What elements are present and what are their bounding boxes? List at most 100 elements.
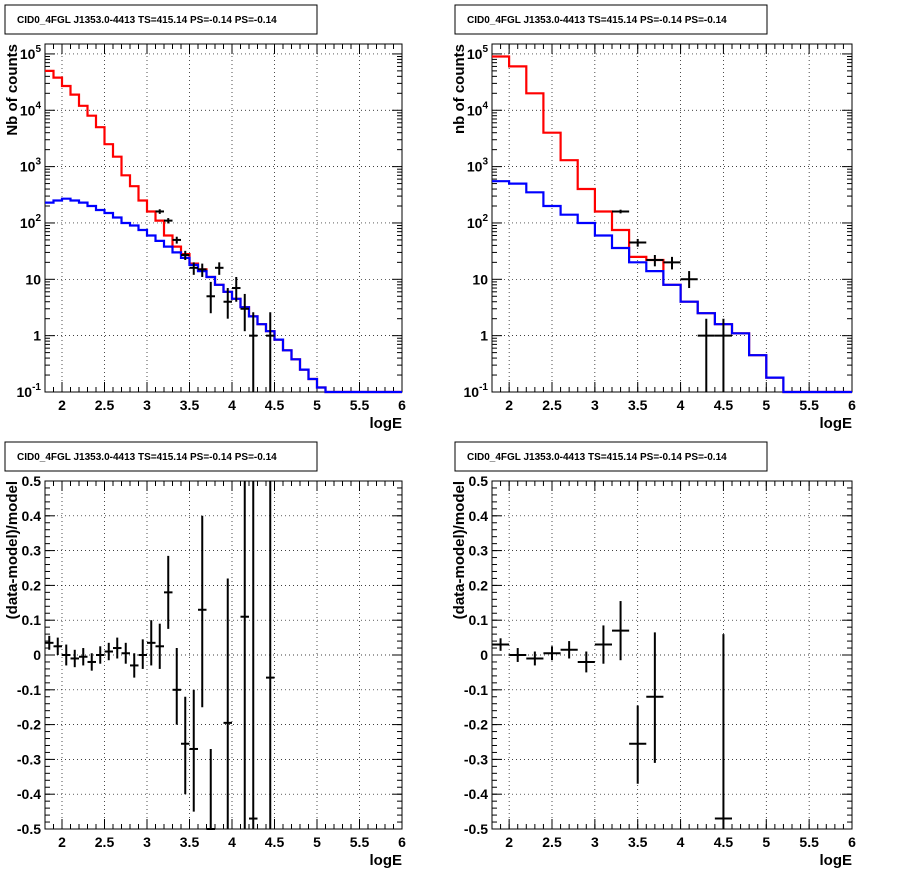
x-axis-label: logE	[820, 852, 853, 869]
data-point	[130, 653, 139, 678]
y-tick-label: -0.5	[17, 821, 41, 837]
x-tick-label: 2	[505, 397, 513, 413]
data-point	[266, 312, 275, 392]
data-point	[629, 705, 647, 784]
title-box	[454, 441, 768, 472]
y-axis-label: (data-model)/model	[4, 481, 21, 619]
y-tick-label: -0.4	[464, 786, 488, 802]
y-tick-label: 0	[33, 647, 41, 663]
x-tick-label: 2.5	[95, 834, 115, 850]
y-tick-label: 104	[20, 100, 42, 118]
data-point	[697, 318, 715, 392]
data-point	[172, 648, 181, 725]
data-point	[206, 748, 215, 830]
y-tick-label: 105	[467, 44, 489, 62]
y-tick-label: -0.5	[464, 821, 488, 837]
data-point	[189, 689, 198, 812]
x-tick-label: 4	[228, 397, 236, 413]
data-point	[629, 238, 647, 247]
data-point	[526, 651, 544, 666]
y-axis-label: (data-model)/model	[451, 481, 468, 619]
data-point	[79, 648, 88, 666]
counts-panel-left: CID0_4FGL J1353.0-4413 TS=415.14 PS=-0.1…	[4, 4, 406, 432]
data-point	[577, 651, 595, 673]
model-source-histogram	[492, 180, 852, 394]
x-tick-label: 4.5	[265, 834, 285, 850]
y-tick-label: 0.2	[469, 577, 489, 593]
data-point	[172, 236, 181, 244]
y-tick-label: 105	[20, 44, 42, 62]
data-point	[223, 578, 232, 829]
data-point	[181, 250, 190, 261]
y-tick-label: -0.1	[17, 682, 41, 698]
y-axis-label: Nb of counts	[4, 44, 21, 136]
x-tick-label: 5.5	[350, 397, 370, 413]
data-point	[646, 255, 664, 267]
y-tick-label: 0.5	[469, 473, 489, 489]
x-tick-label: 3.5	[180, 397, 200, 413]
x-tick-label: 2	[505, 834, 513, 850]
x-tick-label: 6	[848, 834, 856, 850]
x-tick-label: 3	[143, 834, 151, 850]
x-tick-label: 4.5	[265, 397, 285, 413]
y-tick-label: 1	[480, 328, 488, 344]
y-tick-label: 0.5	[22, 473, 42, 489]
data-point	[62, 644, 71, 666]
data-point	[594, 625, 612, 664]
x-axis-label: logE	[820, 415, 853, 432]
data-point	[155, 623, 164, 669]
x-tick-label: 4.5	[714, 834, 734, 850]
y-tick-label: -0.2	[17, 717, 41, 733]
x-tick-label: 2.5	[95, 397, 115, 413]
data-point	[155, 209, 164, 214]
x-tick-label: 5	[313, 397, 321, 413]
y-tick-label: 10-1	[17, 382, 42, 400]
y-tick-label: 0.1	[22, 612, 42, 628]
x-tick-label: 4	[677, 397, 685, 413]
data-point	[612, 601, 630, 661]
x-tick-label: 6	[848, 397, 856, 413]
y-tick-label: 104	[467, 100, 489, 118]
x-tick-label: 5.5	[350, 834, 370, 850]
data-point	[509, 648, 527, 662]
y-tick-label: 10	[472, 271, 488, 287]
x-tick-label: 3.5	[628, 834, 648, 850]
title-box	[4, 441, 318, 472]
x-tick-label: 5	[762, 397, 770, 413]
x-axis-label: logE	[370, 852, 403, 869]
x-tick-label: 6	[398, 834, 406, 850]
model-source-histogram	[45, 197, 402, 394]
data-point	[121, 642, 130, 664]
y-tick-label: -0.3	[17, 751, 41, 767]
x-tick-label: 6	[398, 397, 406, 413]
x-tick-label: 2	[58, 397, 66, 413]
x-tick-label: 2.5	[542, 397, 562, 413]
title-box	[4, 4, 318, 35]
plot-frame	[491, 43, 853, 393]
residuals-panel-left: CID0_4FGL J1353.0-4413 TS=415.14 PS=-0.1…	[4, 441, 406, 869]
data-point	[113, 637, 122, 659]
data-point	[240, 293, 249, 332]
chart-title: CID0_4FGL J1353.0-4413 TS=415.14 PS=-0.1…	[17, 452, 277, 463]
data-point	[714, 318, 732, 392]
y-tick-label: 0.4	[469, 508, 489, 524]
data-point	[680, 271, 698, 289]
data-point	[612, 209, 630, 214]
y-tick-label: -0.1	[464, 682, 488, 698]
data-point	[104, 642, 113, 661]
data-point	[147, 620, 156, 666]
y-tick-label: 10	[25, 271, 41, 287]
x-tick-label: 3	[143, 397, 151, 413]
x-tick-label: 5.5	[799, 397, 819, 413]
y-tick-label: 0.3	[469, 543, 489, 559]
y-tick-label: 10-1	[464, 382, 489, 400]
counts-panel-right: CID0_4FGL J1353.0-4413 TS=415.14 PS=-0.1…	[451, 4, 856, 432]
x-tick-label: 5	[762, 834, 770, 850]
x-tick-label: 3.5	[180, 834, 200, 850]
data-point	[164, 218, 173, 224]
title-box	[454, 4, 768, 35]
data-point	[223, 288, 232, 319]
x-tick-label: 3	[591, 397, 599, 413]
data-point	[714, 634, 732, 829]
